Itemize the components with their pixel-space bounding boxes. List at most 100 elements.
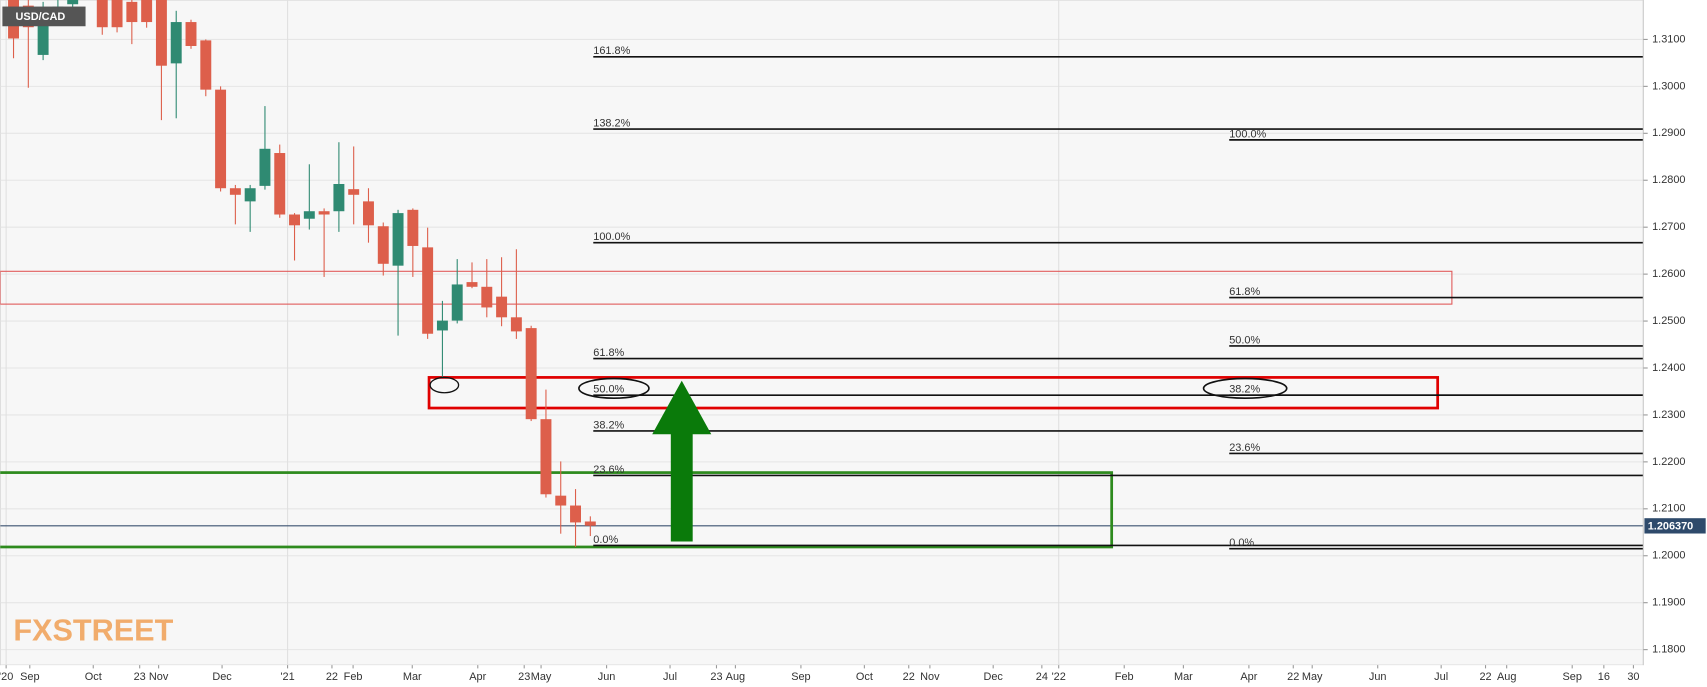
fib-label: 50.0%: [1229, 334, 1260, 346]
x-tick-label: 16: [1598, 671, 1610, 683]
x-tick-label: May: [1302, 671, 1323, 683]
candle-body: [540, 419, 552, 495]
x-tick-label: Oct: [85, 671, 102, 683]
candle-body: [348, 189, 360, 195]
candle-body: [155, 0, 167, 66]
x-tick-label: Feb: [1115, 671, 1134, 683]
candle-body: [126, 1, 138, 23]
x-tick-label: Oct: [856, 671, 873, 683]
candle-body: [481, 286, 493, 308]
y-tick-label: 1.2800: [1652, 174, 1685, 186]
candle-body: [422, 247, 434, 334]
candle-body: [111, 0, 123, 28]
x-tick-label: Mar: [403, 671, 422, 683]
x-tick-label: Dec: [212, 671, 232, 683]
fib-label: 100.0%: [593, 231, 630, 243]
x-tick-label: 24: [1036, 671, 1048, 683]
candle-body: [333, 183, 345, 212]
fib-label: 61.8%: [1229, 286, 1260, 298]
last-price-label: 1.206370: [1648, 520, 1694, 532]
y-tick-label: 1.2000: [1652, 550, 1685, 562]
candle-body: [451, 284, 463, 321]
fib-label: 100.0%: [1229, 128, 1266, 140]
x-tick-label: Aug: [1497, 671, 1516, 683]
x-tick-label: Sep: [20, 671, 39, 683]
candle-body: [377, 226, 389, 264]
y-tick-label: 1.2900: [1652, 127, 1685, 139]
candle-body: [259, 148, 271, 186]
y-tick-label: 1.2700: [1652, 221, 1685, 233]
x-tick-label: 23: [518, 671, 530, 683]
fib-label: 61.8%: [593, 347, 624, 359]
symbol: USD/CAD: [16, 11, 66, 23]
candle-body: [584, 521, 596, 526]
x-tick-label: 30: [1627, 671, 1639, 683]
fib-label: 38.2%: [593, 419, 624, 431]
candle-body: [96, 0, 108, 28]
highlight-ellipse: [578, 377, 650, 400]
candle-body: [141, 0, 153, 23]
candle-body: [496, 296, 508, 318]
x-tick-label: May: [531, 671, 552, 683]
x-tick-label: '20: [0, 671, 13, 683]
x-tick-label: 22: [1287, 671, 1299, 683]
x-tick-label: Nov: [149, 671, 169, 683]
y-tick-label: 1.2500: [1652, 315, 1685, 327]
fib-label: 38.2%: [1229, 384, 1260, 396]
candle-body: [555, 495, 567, 506]
fib-label: 138.2%: [593, 118, 630, 130]
candle-body: [274, 153, 286, 215]
x-tick-label: '22: [1052, 671, 1066, 683]
y-tick-label: 1.3100: [1652, 33, 1685, 45]
highlight-ellipse: [1202, 377, 1288, 400]
arrow: [652, 380, 712, 542]
fib-label: 23.6%: [593, 464, 624, 476]
x-tick-label: Apr: [1240, 671, 1257, 683]
fib-label: 161.8%: [593, 45, 630, 57]
candle-body: [200, 40, 212, 90]
logo: FXSTREET: [13, 613, 173, 647]
candle-body: [37, 16, 49, 55]
x-tick-label: 22: [326, 671, 338, 683]
x-tick-label: Jun: [1369, 671, 1387, 683]
y-tick-label: 1.2600: [1652, 268, 1685, 280]
resistance-zone: [0, 270, 1453, 305]
support-zone: [0, 471, 1114, 549]
candle-body: [318, 211, 330, 215]
x-tick-label: Sep: [1562, 671, 1581, 683]
fib-label: 50.0%: [593, 384, 624, 396]
candle-body: [303, 211, 315, 219]
candle-body: [436, 320, 448, 331]
x-tick-label: Aug: [726, 671, 745, 683]
symbol-box: [2, 6, 86, 27]
candle-body: [215, 89, 227, 189]
confluence-zone: [427, 376, 1440, 410]
y-tick-label: 1.2200: [1652, 456, 1685, 468]
x-tick-label: Jul: [1434, 671, 1448, 683]
fib-label: 0.0%: [593, 534, 618, 546]
x-axis-panel: [0, 665, 1644, 687]
x-tick-label: 22: [1479, 671, 1491, 683]
candle-body: [407, 209, 419, 246]
y-tick-label: 1.2100: [1652, 503, 1685, 515]
y-tick-label: 1.2300: [1652, 409, 1685, 421]
x-tick-label: Dec: [983, 671, 1003, 683]
x-tick-label: '21: [280, 671, 294, 683]
y-tick-label: 1.2400: [1652, 362, 1685, 374]
x-tick-label: Jul: [663, 671, 677, 683]
x-tick-label: 22: [903, 671, 915, 683]
y-tick-label: 1.3000: [1652, 80, 1685, 92]
candle-body: [185, 22, 197, 46]
x-tick-label: Mar: [1174, 671, 1193, 683]
candle-body: [570, 505, 582, 523]
x-tick-label: Feb: [344, 671, 363, 683]
candle-body: [229, 188, 241, 195]
x-tick-label: 23: [134, 671, 146, 683]
x-tick-label: 23: [710, 671, 722, 683]
candle-body: [289, 214, 301, 226]
candle-body: [525, 328, 537, 420]
candle-body: [466, 282, 478, 287]
fib-label: 23.6%: [1229, 442, 1260, 454]
x-tick-label: Nov: [920, 671, 940, 683]
highlight-ellipse: [429, 376, 460, 394]
